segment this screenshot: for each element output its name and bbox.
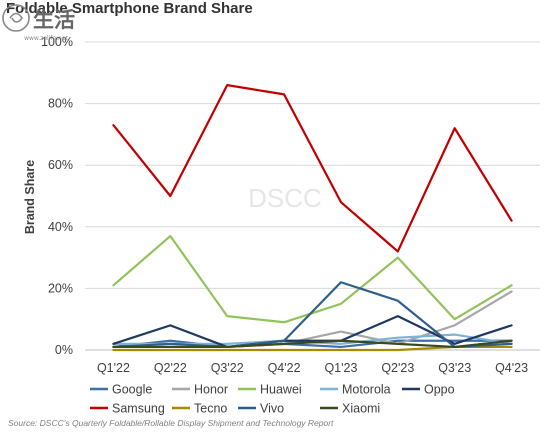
x-tick-label: Q1'22 — [97, 361, 130, 375]
x-tick-label: Q4'22 — [268, 361, 301, 375]
y-tick-label: 80% — [48, 97, 73, 111]
series-line-vivo — [112, 281, 513, 349]
legend-label: Huawei — [260, 383, 302, 397]
series-line-huawei — [112, 234, 513, 324]
chart-title: Foldable Smartphone Brand Share — [6, 0, 253, 17]
legend-label: Oppo — [424, 383, 455, 397]
series-line-google — [112, 339, 513, 349]
site-logo: 生活 www.zelife.net — [2, 4, 75, 42]
x-tick-label: Q1'23 — [324, 361, 357, 375]
dscc-watermark: DSCC — [248, 183, 322, 213]
chart-legend: Google Honor Huawei Motorola Oppo Samsung Tecn… — [90, 383, 455, 416]
y-tick-label: 60% — [48, 158, 73, 172]
logo-text: 生活 — [33, 8, 75, 32]
legend-label: Vivo — [260, 402, 284, 416]
legend-label: Tecno — [194, 402, 227, 416]
logo-circle-icon — [2, 4, 30, 32]
y-tick-label: 0% — [55, 343, 73, 357]
source-note: Source: DSCC's Quarterly Foldable/Rollab… — [8, 418, 334, 428]
legend-label: Samsung — [112, 402, 165, 416]
y-tick-label: 40% — [48, 220, 73, 234]
legend-label: Motorola — [342, 383, 391, 397]
y-axis-label: Brand Share — [23, 160, 37, 234]
series-line-samsung — [112, 84, 513, 253]
x-tick-label: Q2'23 — [381, 361, 414, 375]
y-tick-label: 100% — [41, 35, 73, 49]
series-line-honor — [112, 290, 513, 349]
x-tick-label: Q4'23 — [495, 361, 528, 375]
x-tick-label: Q3'23 — [438, 361, 471, 375]
x-tick-label: Q3'22 — [211, 361, 244, 375]
y-tick-label: 20% — [48, 281, 73, 295]
legend-label: Google — [112, 383, 152, 397]
legend-label: Honor — [194, 383, 228, 397]
legend-label: Xiaomi — [342, 402, 380, 416]
logo-subtext: www.zelife.net — [24, 35, 68, 42]
series-line-xiaomi — [112, 339, 513, 349]
logo-swirl-icon — [9, 12, 23, 23]
x-tick-label: Q2'22 — [154, 361, 187, 375]
